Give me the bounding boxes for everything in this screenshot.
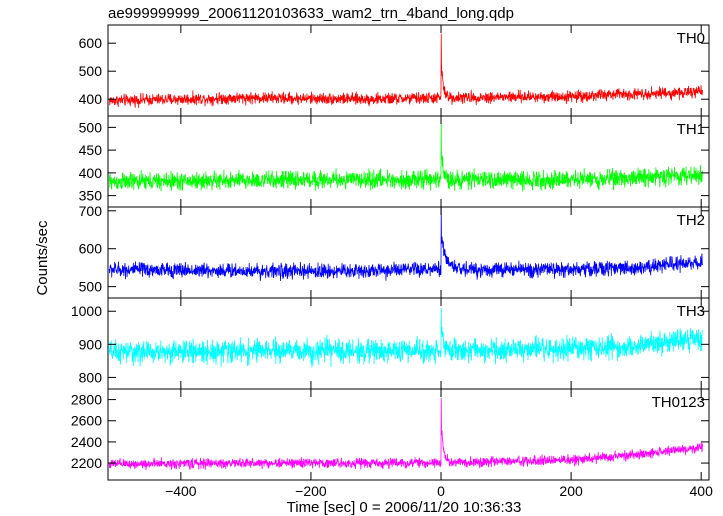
y-axis-label: Counts/sec — [34, 220, 51, 296]
panel-frame — [107, 297, 710, 390]
y-tick-label: 600 — [79, 241, 103, 257]
y-tick-label: 1000 — [71, 303, 102, 319]
panel-frame — [107, 24, 710, 117]
panel-frame — [107, 206, 710, 299]
x-tick-label: 0 — [437, 483, 445, 499]
y-tick-label: 900 — [79, 336, 103, 352]
y-tick-label: 2600 — [71, 413, 102, 429]
y-tick-label: 800 — [79, 369, 103, 385]
x-tick-label: −200 — [295, 483, 327, 499]
series-line-th2 — [108, 207, 703, 282]
panel-th3: 800 900 1000 TH3 — [71, 297, 710, 390]
x-tick-label: 400 — [690, 483, 714, 499]
panel-label-th3: TH3 — [677, 303, 705, 320]
panels-group: 400 500 600 TH0 350 400 450 500 TH1 500 600 700 TH2 8… — [71, 24, 714, 499]
panel-th0123: 2200 2400 2600 2800 TH0123 −400 −200 0 200 400 — [71, 388, 714, 499]
panel-label-th1: TH1 — [677, 121, 705, 138]
y-tick-label: 500 — [79, 119, 103, 135]
y-tick-label: 700 — [79, 203, 103, 219]
panel-label-th0: TH0 — [677, 30, 705, 47]
x-tick-label: 200 — [559, 483, 583, 499]
y-tick-label: 2400 — [71, 434, 102, 450]
series-line-th0123 — [108, 398, 703, 470]
panel-label-th0123: TH0123 — [652, 394, 705, 411]
y-tick-label: 450 — [79, 142, 103, 158]
panel-frame — [107, 115, 710, 208]
y-tick-label: 2200 — [71, 455, 102, 471]
y-tick-label: 500 — [79, 63, 103, 79]
y-tick-label: 400 — [79, 165, 103, 181]
y-tick-label: 500 — [79, 279, 103, 295]
x-axis-label: Time [sec] 0 = 2006/11/20 10:36:33 — [287, 499, 522, 516]
y-tick-label: 600 — [79, 35, 103, 51]
y-tick-label: 2800 — [71, 392, 102, 408]
series-line-th1 — [108, 122, 703, 192]
panel-th1: 350 400 450 500 TH1 — [79, 115, 710, 208]
y-tick-label: 400 — [79, 91, 103, 107]
panel-th0: 400 500 600 TH0 — [79, 24, 710, 117]
panel-label-th2: TH2 — [677, 212, 705, 229]
series-line-th0 — [108, 33, 703, 108]
series-line-th3 — [108, 307, 703, 368]
figure-title: ae999999999_20061120103633_wam2_trn_4ban… — [108, 5, 514, 22]
x-tick-label: −400 — [165, 483, 197, 499]
panel-th2: 500 600 700 TH2 — [79, 203, 710, 299]
panel-frame — [107, 388, 710, 481]
y-tick-label: 350 — [79, 188, 103, 204]
